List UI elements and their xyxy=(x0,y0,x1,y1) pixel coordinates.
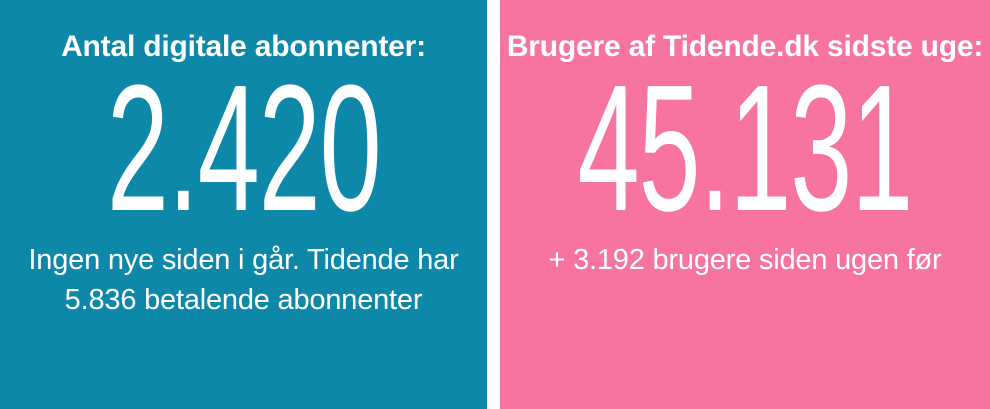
kpi-card-digital-subscribers: Antal digitale abonnenter: 2.420 Ingen n… xyxy=(0,0,487,409)
digital-subscribers-note-line1: Ingen nye siden i går. Tidende har xyxy=(28,244,459,276)
weekly-users-note: + 3.192 brugere siden ugen før xyxy=(548,244,942,276)
weekly-users-title: Brugere af Tidende.dk sidste uge: xyxy=(506,30,984,63)
digital-subscribers-note: Ingen nye siden i går. Tidende har 5.836… xyxy=(28,240,458,320)
panel-divider xyxy=(487,0,500,409)
kpi-card-weekly-users: Brugere af Tidende.dk sidste uge: 45.131… xyxy=(500,0,990,409)
digital-subscribers-value: 2.420 xyxy=(106,48,382,249)
weekly-users-value: 45.131 xyxy=(577,48,914,249)
digital-subscribers-note-line2: 5.836 betalende abonnenter xyxy=(64,284,423,316)
digital-subscribers-title: Antal digitale abonnenter: xyxy=(61,30,426,63)
